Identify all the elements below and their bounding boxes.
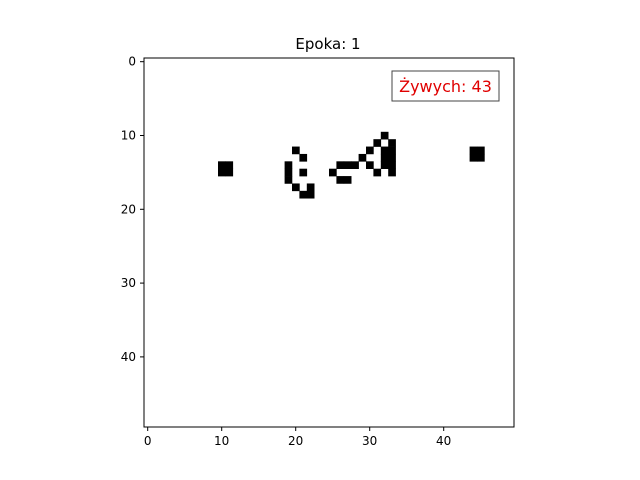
alive-cell xyxy=(373,168,382,177)
plot-area xyxy=(144,58,514,427)
alive-cell xyxy=(284,176,293,184)
alive-counter-text: Żywych: 43 xyxy=(399,77,492,96)
alive-cell xyxy=(306,190,315,199)
alive-cell xyxy=(336,161,345,169)
x-tick-label: 30 xyxy=(362,434,377,448)
plot-frame xyxy=(143,57,515,428)
y-tick-label: 20 xyxy=(121,202,136,216)
y-tick-label: 30 xyxy=(121,276,136,290)
alive-cell xyxy=(299,168,308,177)
x-tick-label: 20 xyxy=(288,434,303,448)
alive-cell xyxy=(388,161,396,169)
alive-cell xyxy=(343,161,352,169)
alive-cell xyxy=(306,183,315,192)
x-tick-label: 0 xyxy=(144,434,152,448)
x-tick-label: 10 xyxy=(214,434,229,448)
x-axis: 0 10 20 30 40 xyxy=(144,427,451,448)
alive-cell xyxy=(388,168,396,177)
alive-cell xyxy=(469,146,478,155)
alive-cell xyxy=(380,131,389,140)
alive-cell xyxy=(218,168,226,177)
alive-cell xyxy=(358,153,367,162)
alive-cell xyxy=(336,176,345,184)
alive-cell xyxy=(343,176,352,184)
cell-layer xyxy=(218,131,485,199)
alive-counter-box: Żywych: 43 xyxy=(391,70,500,102)
alive-cell xyxy=(218,161,226,169)
y-tick-label: 0 xyxy=(128,55,136,69)
alive-cell xyxy=(366,161,374,169)
alive-cell xyxy=(299,190,308,199)
alive-cell xyxy=(292,183,300,192)
alive-cell xyxy=(469,153,478,162)
alive-cell xyxy=(366,146,374,155)
y-tick-label: 10 xyxy=(121,128,136,142)
alive-cell xyxy=(388,153,396,162)
alive-cell xyxy=(225,161,234,169)
alive-cell xyxy=(388,146,396,155)
y-axis: 0 10 20 30 40 xyxy=(121,55,144,364)
x-tick-label: 40 xyxy=(436,434,451,448)
alive-counter-frame xyxy=(391,70,500,102)
alive-cell xyxy=(380,153,389,162)
alive-cell xyxy=(351,161,359,169)
alive-cell xyxy=(380,161,389,169)
alive-cell xyxy=(329,168,337,177)
alive-cell xyxy=(388,139,396,147)
alive-cell xyxy=(284,161,293,169)
y-tick-label: 40 xyxy=(121,350,136,364)
alive-cell xyxy=(380,146,389,155)
alive-cell xyxy=(477,146,485,155)
alive-cell xyxy=(477,153,485,162)
alive-cell xyxy=(225,168,234,177)
chart-title: Epoka: 1 xyxy=(295,35,360,53)
alive-cell xyxy=(292,146,300,155)
alive-cell xyxy=(373,139,382,147)
alive-cell xyxy=(284,168,293,177)
alive-cell xyxy=(299,153,308,162)
